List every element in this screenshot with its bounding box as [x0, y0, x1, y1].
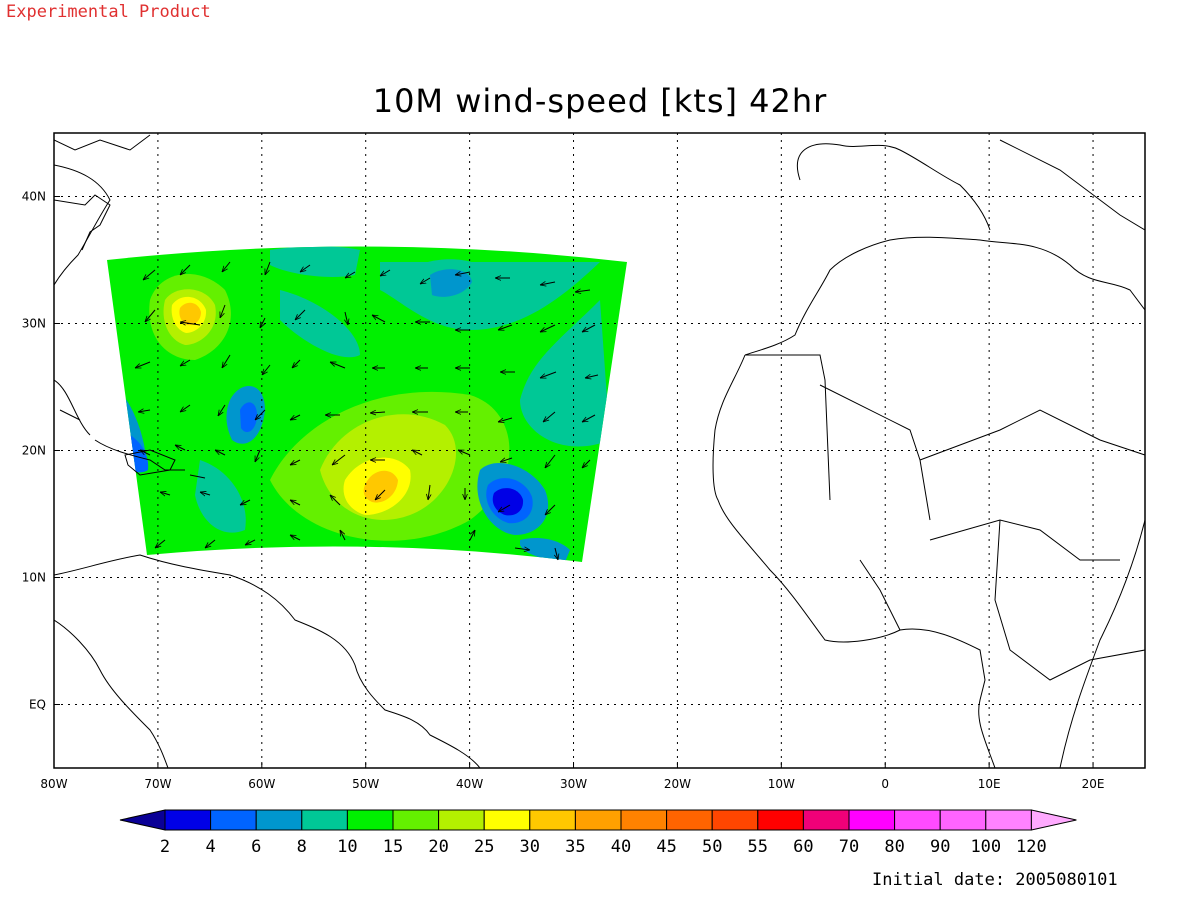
- colorbar-label: 10: [337, 837, 357, 857]
- y-tick-label: 10N: [22, 571, 46, 585]
- colorbar-high-triangle: [1030, 809, 1077, 831]
- colorbar-label: 55: [748, 837, 768, 857]
- colorbar-swatch: [255, 809, 303, 831]
- colorbar-label: 45: [656, 837, 676, 857]
- x-tick-label: 70W: [144, 777, 171, 791]
- x-tick-label: 40W: [456, 777, 483, 791]
- colorbar-swatch: [802, 809, 850, 831]
- colorbar-swatch: [848, 809, 896, 831]
- colorbar-label: 15: [383, 837, 403, 857]
- colorbar-swatch: [985, 809, 1032, 831]
- colorbar-swatch: [894, 809, 941, 831]
- colorbar: 2 4 6 8 10 15 20 25 30 35 40 45 50 55 60 70 80 90 100 120: [119, 809, 1077, 857]
- colorbar-label: 25: [474, 837, 494, 857]
- colorbar-label: 50: [702, 837, 722, 857]
- initial-date-label: Initial date: 2005080101: [872, 870, 1118, 890]
- y-tick-label: 30N: [22, 317, 46, 331]
- colorbar-swatch: [483, 809, 531, 831]
- x-tick-label: 20E: [1082, 777, 1105, 791]
- colorbar-label: 20: [428, 837, 448, 857]
- experimental-product-label: Experimental Product: [6, 2, 211, 22]
- wind-speed-field: [107, 246, 627, 562]
- colorbar-swatch: [438, 809, 485, 831]
- colorbar-swatch: [939, 809, 987, 831]
- x-tick-label: 10W: [768, 777, 795, 791]
- colorbar-label: 6: [251, 837, 261, 857]
- colorbar-swatch: [574, 809, 622, 831]
- x-tick-label: 20W: [664, 777, 691, 791]
- colorbar-swatch: [529, 809, 576, 831]
- colorbar-swatch: [210, 809, 257, 831]
- colorbar-label: 40: [611, 837, 631, 857]
- y-tick-label: EQ: [29, 698, 46, 712]
- x-tick-label: 50W: [352, 777, 379, 791]
- colorbar-low-triangle: [119, 809, 166, 831]
- x-tick-label: 60W: [248, 777, 275, 791]
- colorbar-label: 2: [160, 837, 170, 857]
- map-title: 10M wind-speed [kts] 42hr: [372, 82, 828, 120]
- longitude-axis: 80W 70W 60W 50W 40W 30W 20W 10W 0 10E 20E: [40, 762, 1104, 791]
- x-tick-label: 30W: [560, 777, 587, 791]
- colorbar-swatch: [757, 809, 804, 831]
- colorbar-swatch: [666, 809, 713, 831]
- x-tick-label: 0: [881, 777, 889, 791]
- y-tick-label: 40N: [22, 190, 46, 204]
- colorbar-label: 60: [793, 837, 813, 857]
- colorbar-swatch: [392, 809, 440, 831]
- colorbar-swatch: [346, 809, 394, 831]
- colorbar-label: 8: [297, 837, 307, 857]
- x-tick-label: 10E: [978, 777, 1001, 791]
- wind-vectors: [135, 261, 599, 560]
- colorbar-label: 100: [970, 837, 1001, 857]
- colorbar-label: 120: [1016, 837, 1047, 857]
- colorbar-label: 90: [930, 837, 950, 857]
- colorbar-label: 35: [565, 837, 585, 857]
- x-tick-label: 80W: [40, 777, 67, 791]
- lat-lon-grid: [54, 133, 1145, 768]
- colorbar-swatch: [164, 809, 212, 831]
- colorbar-label: 30: [520, 837, 540, 857]
- colorbar-swatch: [620, 809, 668, 831]
- colorbar-swatch: [711, 809, 759, 831]
- latitude-axis: 40N 30N 20N 10N EQ: [22, 190, 60, 712]
- colorbar-label: 70: [839, 837, 859, 857]
- colorbar-label: 4: [205, 837, 215, 857]
- colorbar-swatch: [301, 809, 348, 831]
- colorbar-label: 80: [884, 837, 904, 857]
- y-tick-label: 20N: [22, 444, 46, 458]
